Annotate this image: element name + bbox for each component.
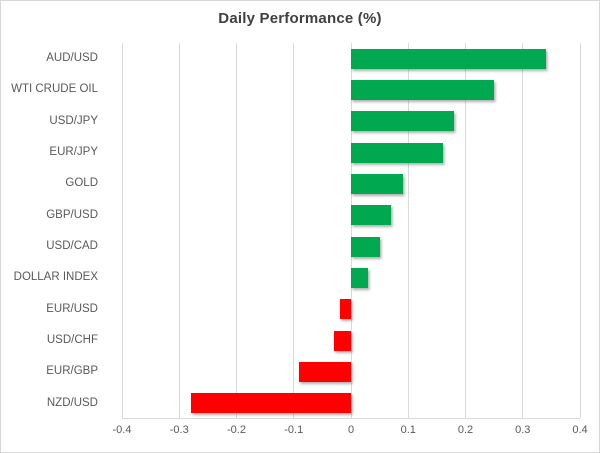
gridline: [579, 43, 581, 418]
category-label: USD/CAD: [46, 240, 98, 252]
x-axis-tick-label: -0.4: [112, 424, 132, 436]
bar: [351, 174, 403, 194]
x-axis-tick-label: -0.3: [169, 424, 189, 436]
category-label: EUR/JPY: [49, 146, 98, 158]
bar: [339, 299, 351, 320]
x-axis-tick-label: 0.4: [572, 424, 588, 436]
category-label: GOLD: [65, 177, 98, 190]
gridline: [350, 43, 352, 418]
x-axis-tick-label: -0.2: [227, 424, 246, 436]
gridline: [293, 43, 295, 418]
gridline: [465, 43, 466, 418]
gridline: [121, 43, 123, 418]
x-axis-tick-label: 0.1: [400, 424, 416, 436]
value-axis: -0.4 -0.3 -0.2 -0.1 0 0.1 0.2 0.3 0.4: [113, 424, 588, 440]
plot-area: [121, 43, 581, 419]
bar: [190, 393, 351, 414]
bar: [333, 330, 351, 351]
gridline: [236, 43, 237, 418]
category-label: WTI CRUDE OIL: [11, 83, 98, 96]
category-label: NZD/USD: [46, 396, 98, 409]
bar: [351, 48, 546, 69]
x-axis-tick-label: 0.3: [515, 424, 531, 436]
bar: [351, 111, 455, 132]
gridline: [407, 43, 409, 418]
x-axis-tick-label: 0: [347, 424, 355, 436]
category-axis: AUD/USD WTI CRUDE OIL USD/JPY EUR/JPY GOLD GB…: [1, 1, 122, 452]
bar: [351, 236, 380, 257]
bar: [351, 142, 443, 163]
bar: [351, 268, 369, 288]
bar: [351, 80, 495, 100]
category-label: GBP/USD: [46, 208, 98, 221]
chart-title: Daily Performance (%): [218, 10, 382, 27]
gridline: [178, 43, 180, 418]
x-axis-tick-label: 0.2: [457, 424, 474, 436]
category-label: USD/JPY: [49, 114, 98, 127]
category-label: EUR/USD: [46, 302, 98, 315]
category-label: AUD/USD: [46, 52, 98, 64]
bar: [299, 362, 351, 382]
gridline: [522, 43, 524, 418]
bar: [351, 205, 392, 226]
category-label: DOLLAR INDEX: [13, 271, 98, 284]
category-label: EUR/GBP: [46, 365, 98, 378]
x-axis-tick-label: -0.1: [284, 424, 304, 436]
category-label: USD/CHF: [46, 334, 98, 346]
